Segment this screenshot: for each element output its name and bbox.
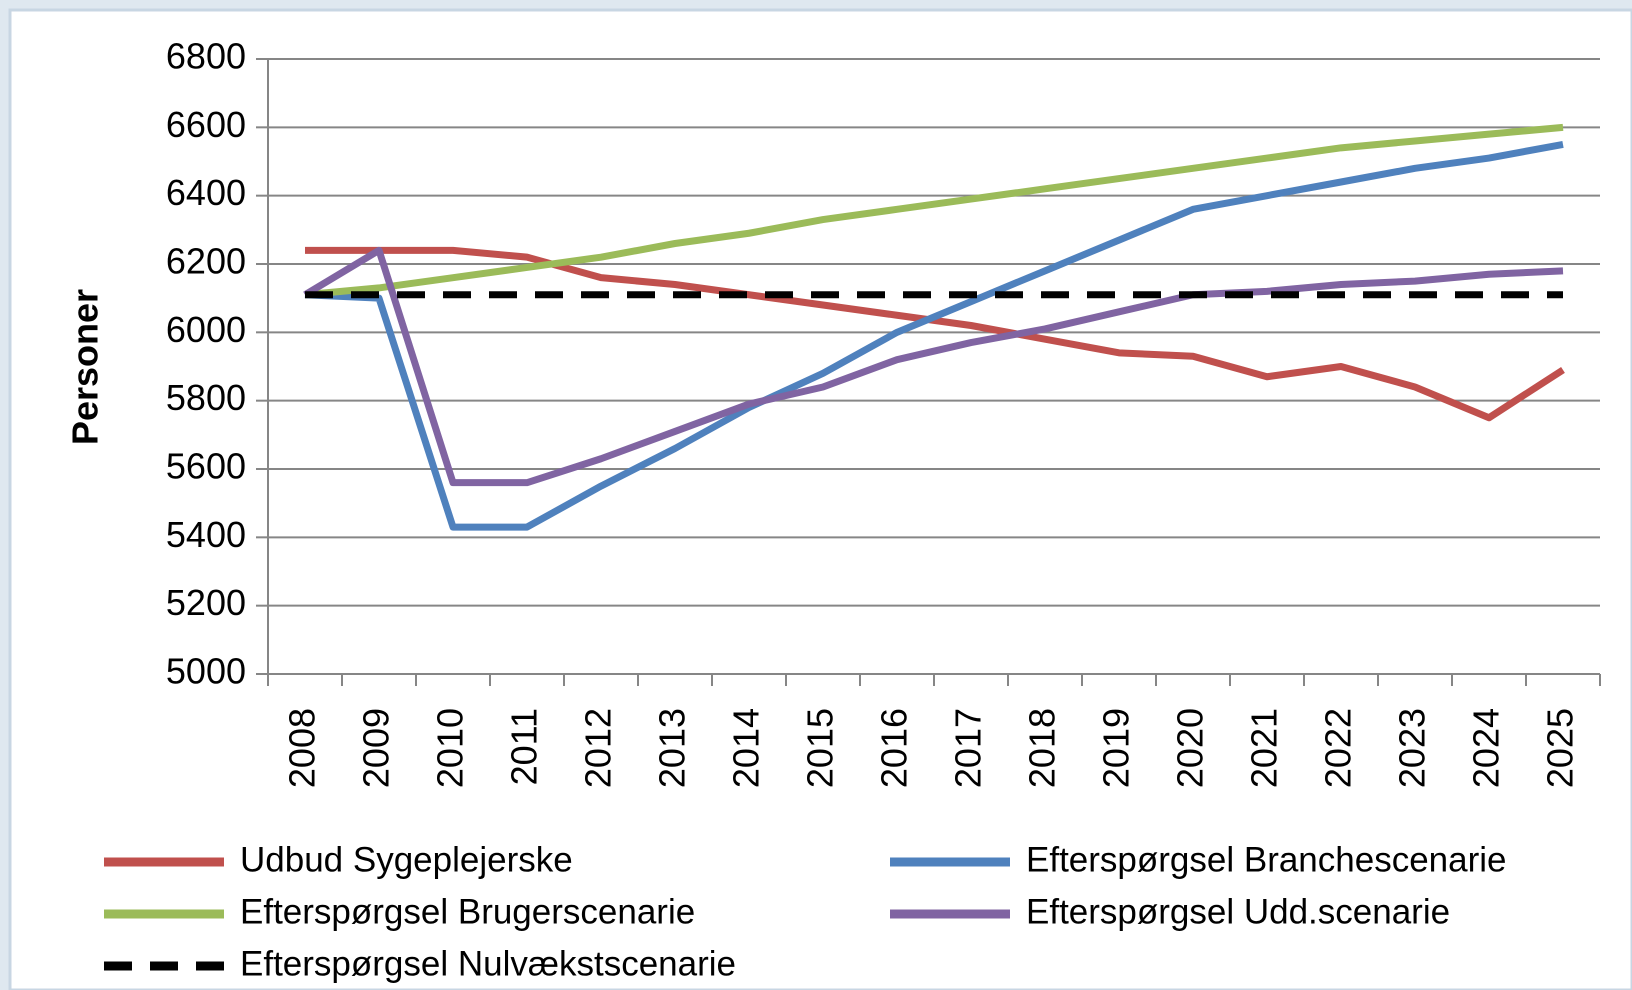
y-tick-label: 6200 [166, 241, 246, 282]
y-tick-label: 5600 [166, 446, 246, 487]
x-tick-label: 2020 [1170, 708, 1211, 788]
x-tick-label: 2012 [578, 708, 619, 788]
x-tick-label: 2025 [1540, 708, 1581, 788]
x-tick-label: 2023 [1392, 708, 1433, 788]
series-line [304, 140, 1564, 531]
x-tick-label: 2024 [1466, 708, 1507, 788]
legend-label: Efterspørgsel Brugerscenarie [240, 892, 695, 931]
x-tick-label: 2017 [948, 708, 989, 788]
x-tick-label: 2015 [800, 708, 841, 788]
legend-label: Efterspørgsel Nulvækstscenarie [240, 944, 736, 983]
y-tick-label: 5000 [166, 651, 246, 692]
x-tick-label: 2021 [1244, 708, 1285, 788]
x-tick-label: 2011 [504, 708, 545, 785]
y-axis-label: Personer [65, 289, 106, 445]
x-tick-label: 2016 [874, 708, 915, 788]
x-tick-label: 2019 [1096, 708, 1137, 788]
y-tick-label: 5800 [166, 377, 246, 418]
x-tick-label: 2013 [652, 708, 693, 788]
x-tick-label: 2022 [1318, 708, 1359, 788]
x-tick-label: 2014 [726, 708, 767, 788]
legend-label: Udbud Sygeplejerske [240, 840, 573, 879]
y-tick-label: 6000 [166, 309, 246, 350]
y-tick-label: 5200 [166, 582, 246, 623]
legend-label: Efterspørgsel Udd.scenarie [1026, 892, 1450, 931]
x-tick-label: 2009 [356, 708, 397, 788]
series-line [304, 123, 1564, 299]
x-tick-label: 2008 [282, 708, 323, 788]
chart-area [8, 8, 1632, 990]
y-tick-label: 6600 [166, 104, 246, 145]
y-tick-label: 6400 [166, 172, 246, 213]
legend-label: Efterspørgsel Branchescenarie [1026, 840, 1507, 879]
x-tick-label: 2010 [430, 708, 471, 788]
x-tick-label: 2018 [1022, 708, 1063, 788]
series-line [303, 246, 1564, 487]
y-tick-label: 6800 [166, 36, 246, 77]
y-tick-label: 5400 [166, 514, 246, 555]
